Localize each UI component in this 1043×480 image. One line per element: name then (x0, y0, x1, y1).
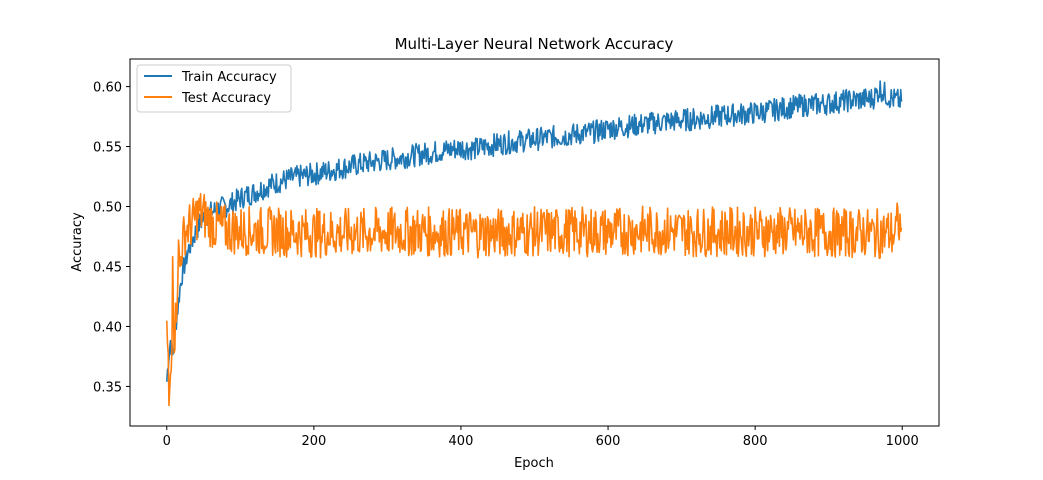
y-tick-label: 0.35 (93, 380, 122, 395)
plot-area-frame (129, 58, 940, 427)
x-tick-label: 800 (743, 434, 768, 449)
x-axis: 0 200 400 600 800 1000 (163, 426, 919, 449)
chart-title: Multi-Layer Neural Network Accuracy (395, 35, 674, 53)
y-axis-label: Accuracy (70, 212, 85, 272)
x-tick-label: 0 (163, 434, 171, 449)
legend-label-train: Train Accuracy (181, 70, 277, 85)
series-line-train-accuracy (165, 80, 903, 382)
x-tick-label: 200 (301, 434, 326, 449)
y-tick-label: 0.50 (93, 201, 122, 216)
legend-label-test: Test Accuracy (181, 91, 271, 106)
series-line-test-accuracy (165, 192, 903, 407)
x-tick-label: 400 (449, 434, 474, 449)
y-tick-label: 0.45 (93, 260, 122, 275)
x-axis-label: Epoch (514, 456, 554, 471)
x-tick-label: 600 (596, 434, 621, 449)
legend: Train Accuracy Test Accuracy (136, 64, 292, 113)
y-tick-label: 0.60 (93, 81, 122, 96)
legend-box (136, 64, 292, 113)
plot-series-group (165, 80, 903, 407)
y-tick-label: 0.55 (93, 141, 122, 156)
y-tick-label: 0.40 (93, 320, 122, 335)
y-axis: 0.35 0.40 0.45 0.50 0.55 0.60 (93, 81, 130, 395)
x-tick-label: 1000 (886, 434, 919, 449)
